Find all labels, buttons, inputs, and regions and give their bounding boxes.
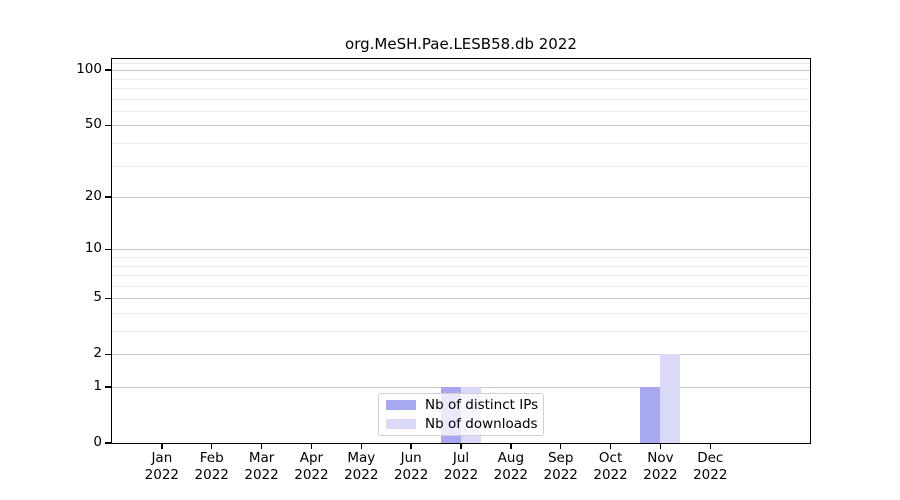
x-tick-year: 2022: [294, 467, 329, 483]
legend-label: Nb of distinct IPs: [425, 397, 539, 413]
y-tick-label: 5: [93, 289, 102, 306]
y-tick-mark: [105, 442, 111, 444]
x-tick-mark: [460, 443, 462, 449]
major-gridline: [112, 298, 810, 300]
y-tick-mark: [105, 386, 111, 388]
x-tick-month: Oct: [598, 450, 623, 466]
minor-gridline: [112, 265, 810, 267]
y-tick-mark: [105, 297, 111, 299]
legend-item: Nb of distinct IPs: [386, 397, 539, 413]
x-tick-mark: [310, 443, 313, 449]
y-tick-label: 10: [84, 240, 102, 257]
x-tick-month: Aug: [497, 450, 525, 466]
y-tick-label: 2: [93, 345, 102, 362]
y-tick-label: 20: [84, 188, 102, 205]
x-tick-label: Apr 2022: [279, 450, 343, 484]
x-tick-label: Jul 2022: [429, 450, 493, 484]
x-tick-year: 2022: [543, 467, 578, 483]
bar-downloads-nov: [660, 354, 681, 443]
minor-gridline: [112, 62, 810, 64]
plot-area: [112, 59, 810, 443]
chart-title: org.MeSH.Pae.LESB58.db 2022: [345, 35, 577, 53]
x-tick-year: 2022: [693, 467, 728, 483]
x-tick-year: 2022: [244, 467, 279, 483]
x-tick-label: Mar 2022: [230, 450, 294, 484]
major-gridline: [112, 354, 810, 356]
y-tick-label: 100: [76, 61, 102, 78]
x-tick-mark: [609, 443, 612, 449]
x-tick-year: 2022: [443, 467, 479, 483]
minor-gridline: [112, 165, 810, 167]
minor-gridline: [112, 312, 810, 314]
x-tick-label: Feb 2022: [180, 450, 244, 484]
x-tick-mark: [559, 443, 562, 449]
x-tick-month: Nov: [647, 450, 674, 466]
x-tick-month: Mar: [248, 450, 275, 466]
x-tick-label: May 2022: [329, 450, 393, 484]
x-tick-label: Oct 2022: [579, 450, 643, 484]
legend-swatch: [386, 419, 416, 429]
x-tick-month: May: [347, 450, 376, 466]
minor-gridline: [112, 256, 810, 258]
x-tick-mark: [360, 443, 363, 449]
x-tick-mark: [161, 443, 163, 449]
y-tick-label: 50: [84, 116, 102, 133]
y-tick-mark: [105, 353, 111, 355]
minor-gridline: [112, 275, 810, 277]
major-gridline: [112, 70, 810, 72]
y-tick-label: 1: [93, 378, 102, 394]
x-tick-year: 2022: [344, 467, 379, 483]
x-tick-year: 2022: [493, 467, 529, 483]
x-tick-year: 2022: [393, 467, 429, 483]
x-tick-month: Apr: [299, 450, 324, 466]
legend-swatch: [386, 400, 416, 410]
minor-gridline: [112, 331, 810, 332]
x-tick-month: Jun: [400, 450, 422, 466]
y-tick-mark: [105, 196, 111, 198]
x-tick-mark: [510, 443, 512, 449]
legend: Nb of distinct IPs Nb of downloads: [378, 393, 544, 436]
bar-distinct-ips-nov: [640, 387, 661, 443]
x-tick-month: Jul: [452, 450, 470, 466]
y-tick-mark: [105, 124, 111, 127]
y-tick-label: 0: [93, 434, 102, 450]
x-tick-year: 2022: [194, 467, 229, 483]
major-gridline: [112, 125, 810, 127]
minor-gridline: [112, 88, 810, 89]
x-tick-mark: [210, 443, 213, 449]
x-tick-year: 2022: [593, 467, 628, 483]
x-tick-mark: [659, 443, 662, 449]
x-tick-mark: [709, 443, 712, 449]
x-tick-label: Aug 2022: [479, 450, 543, 484]
x-tick-mark: [260, 443, 263, 449]
x-tick-month: Dec: [697, 450, 724, 466]
legend-label: Nb of downloads: [425, 416, 538, 432]
x-tick-month: Sep: [547, 450, 574, 466]
legend-item: Nb of downloads: [386, 416, 538, 432]
x-tick-year: 2022: [144, 467, 180, 483]
x-tick-mark: [410, 443, 412, 449]
minor-gridline: [112, 98, 810, 100]
x-tick-month: Jan: [151, 450, 173, 466]
x-tick-label: Jan 2022: [130, 450, 194, 484]
x-tick-label: Jun 2022: [379, 450, 443, 484]
x-tick-month: Feb: [199, 450, 224, 466]
minor-gridline: [112, 110, 810, 112]
minor-gridline: [112, 143, 810, 144]
major-gridline: [112, 249, 810, 251]
y-tick-mark: [105, 69, 111, 71]
x-tick-label: Sep 2022: [529, 450, 593, 484]
y-tick-mark: [105, 248, 111, 251]
major-gridline: [112, 197, 810, 199]
x-tick-label: Dec 2022: [678, 450, 742, 484]
minor-gridline: [112, 285, 810, 287]
x-tick-year: 2022: [643, 467, 678, 483]
minor-gridline: [112, 78, 810, 80]
x-tick-label: Nov 2022: [628, 450, 692, 484]
